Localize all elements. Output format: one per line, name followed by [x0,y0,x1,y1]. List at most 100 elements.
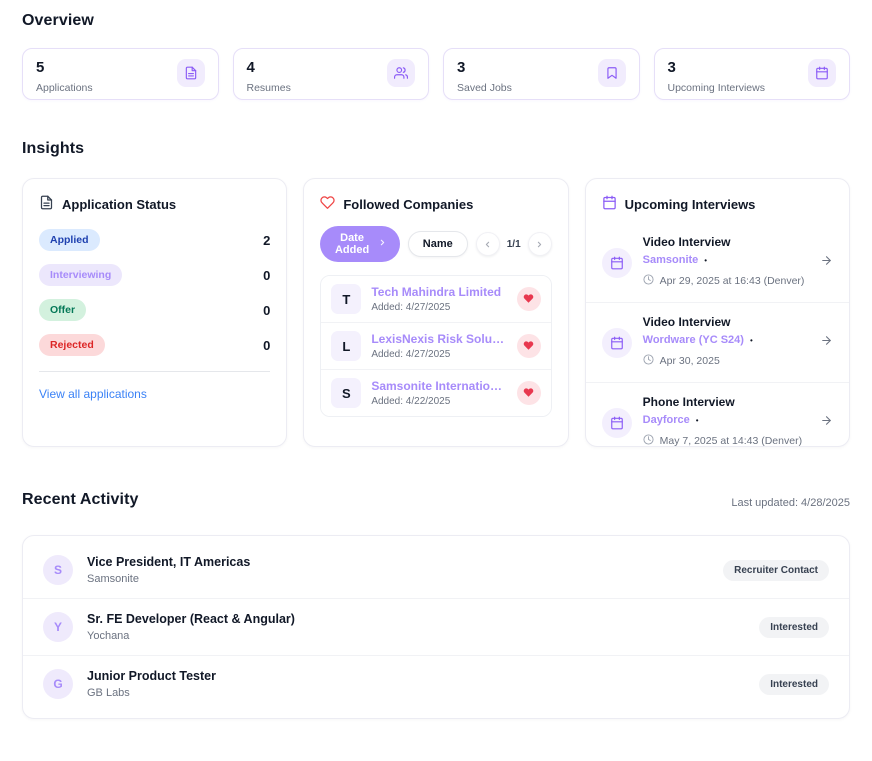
interview-type: Video Interview [642,315,731,329]
arrow-right-icon[interactable] [820,334,833,352]
stat-text-group: 4 Resumes [247,59,291,94]
company-avatar: Y [43,612,73,642]
upcoming-interviews-card: Upcoming Interviews Video Interview Sams… [584,178,850,447]
insights-grid: Application Status Applied 2 Interviewin… [22,178,850,447]
document-icon [176,59,205,87]
chevron-left-icon [483,237,492,252]
overview-stats: 5 Applications 4 Resumes 3 Saved Jobs [22,48,850,100]
interview-row[interactable]: Video Interview Samsonite • Apr 29, 2025… [586,223,849,302]
calendar-icon [601,407,632,438]
stat-card-saved-jobs[interactable]: 3 Saved Jobs [443,48,640,100]
dot-separator: • [695,415,699,425]
interview-row[interactable]: Video Interview Wordware (YC S24) • Apr … [585,302,849,382]
overview-heading: Overview [22,12,94,29]
company-name[interactable]: Samsonite International S.A. [371,379,507,393]
insights-heading: Insights [22,140,85,157]
interview-type: Video Interview [642,235,731,249]
divider [39,371,271,372]
interview-datetime: Apr 30, 2025 [659,355,720,367]
stat-text-group: 3 Upcoming Interviews [668,59,765,94]
followed-companies-list: T Tech Mahindra Limited Added: 4/27/2025 [320,275,552,417]
heart-filled-icon [523,386,534,401]
bookmark-icon [597,59,626,87]
job-title: Junior Product Tester [87,669,216,683]
unfollow-heart-button[interactable] [516,334,541,358]
job-title: Sr. FE Developer (React & Angular) [87,612,295,626]
calendar-icon [602,195,617,213]
status-badge: Recruiter Contact [723,559,829,581]
company-avatar: L [331,331,362,361]
followed-companies-controls: Date Added Name 1/1 [320,226,552,262]
company-added-date: Added: 4/22/2025 [371,396,451,407]
sort-name-button[interactable]: Name [407,231,468,257]
activity-info: Sr. FE Developer (React & Angular) Yocha… [87,612,745,642]
company-avatar: S [331,378,362,408]
arrow-right-icon[interactable] [820,254,833,272]
followed-companies-title: Followed Companies [343,196,474,212]
stat-label: Resumes [246,82,291,94]
company-info: Samsonite International S.A. Added: 4/22… [371,379,506,407]
arrow-right-icon[interactable] [820,414,833,432]
unfollow-heart-button[interactable] [516,287,541,311]
job-company: Yochana [87,630,130,642]
heart-outline-icon [320,195,335,213]
heart-filled-icon [523,339,534,354]
status-count: 0 [263,267,271,283]
interview-list: Video Interview Samsonite • Apr 29, 2025… [585,223,849,446]
company-added-date: Added: 4/27/2025 [371,349,451,360]
status-rows: Applied 2 Interviewing 0 Offer 0 Rejecte… [39,229,270,356]
followed-companies-card: Followed Companies Date Added Name [303,178,569,447]
stat-label: Saved Jobs [457,82,512,94]
company-info: Tech Mahindra Limited Added: 4/27/2025 [371,285,506,313]
status-badge-offer: Offer [39,299,87,321]
stat-card-upcoming-interviews[interactable]: 3 Upcoming Interviews [653,48,850,100]
recent-activity-card: S Vice President, IT Americas Samsonite … [22,535,850,719]
interview-company[interactable]: Samsonite [642,254,699,266]
company-info: LexisNexis Risk Solutions I... Added: 4/… [371,332,506,360]
stat-text-group: 5 Applications [36,59,93,94]
interview-type: Phone Interview [642,395,735,409]
activity-row[interactable]: S Vice President, IT Americas Samsonite … [23,542,849,598]
clock-icon [643,272,654,290]
recent-activity-heading: Recent Activity [22,491,139,508]
company-row[interactable]: L LexisNexis Risk Solutions I... Added: … [321,322,551,369]
view-all-applications-link[interactable]: View all applications [39,387,147,401]
upcoming-interviews-header: Upcoming Interviews [586,179,849,217]
company-row[interactable]: T Tech Mahindra Limited Added: 4/27/2025 [321,276,551,322]
recent-activity-heading-row: Recent Activity Last updated: 4/28/2025 [22,491,850,509]
dashboard-page: Overview 5 Applications 4 Resumes 3 Sav [22,12,850,719]
company-row[interactable]: S Samsonite International S.A. Added: 4/… [321,369,551,416]
previous-page-button[interactable] [475,232,500,256]
unfollow-heart-button[interactable] [516,381,541,405]
activity-row[interactable]: G Junior Product Tester GB Labs Interest… [23,655,849,712]
status-row-interviewing: Interviewing 0 [39,264,270,286]
status-count: 2 [263,232,271,248]
stat-card-applications[interactable]: 5 Applications [22,48,219,100]
dot-separator: • [704,255,708,265]
sort-date-added-button[interactable]: Date Added [320,226,400,262]
interview-info: Phone Interview Dayforce • May 7, 2025 a… [642,395,809,446]
status-count: 0 [263,302,271,318]
dot-separator: • [749,335,753,345]
next-page-button[interactable] [527,232,552,256]
activity-info: Junior Product Tester GB Labs [87,669,745,699]
company-name[interactable]: LexisNexis Risk Solutions I... [371,332,507,346]
stat-text-group: 3 Saved Jobs [457,59,512,94]
stat-label: Applications [36,82,93,94]
company-name[interactable]: Tech Mahindra Limited [371,285,502,299]
interview-row[interactable]: Phone Interview Dayforce • May 7, 2025 a… [585,382,849,446]
company-added-date: Added: 4/27/2025 [371,302,451,313]
interview-company[interactable]: Wordware (YC S24) [642,334,744,346]
stat-card-resumes[interactable]: 4 Resumes [232,48,429,100]
job-company: GB Labs [87,687,130,699]
status-badge: Interested [759,616,829,638]
status-row-rejected: Rejected 0 [39,334,270,356]
chevron-right-icon [535,237,544,252]
activity-row[interactable]: Y Sr. FE Developer (React & Angular) Yoc… [23,598,849,655]
interview-company[interactable]: Dayforce [642,414,690,426]
calendar-icon [808,59,836,87]
chevron-right-icon [378,238,387,250]
stat-value: 3 [457,59,466,76]
job-title: Vice President, IT Americas [87,555,251,569]
interview-info: Video Interview Samsonite • Apr 29, 2025… [643,235,809,290]
